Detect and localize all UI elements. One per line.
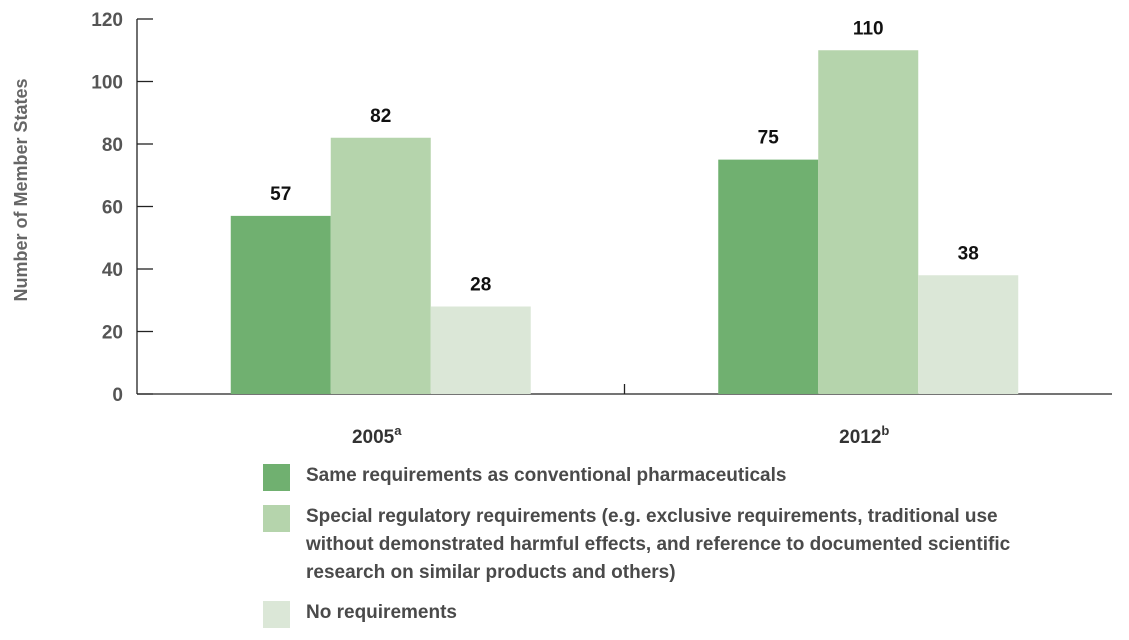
bar bbox=[330, 137, 431, 394]
y-tick-label: 60 bbox=[102, 198, 123, 219]
legend-swatch bbox=[263, 464, 290, 491]
bar bbox=[918, 275, 1019, 394]
legend-swatch bbox=[263, 601, 290, 628]
legend-item: Same requirements as conventional pharma… bbox=[263, 462, 1083, 491]
legend-label: Same requirements as conventional pharma… bbox=[306, 465, 787, 486]
y-axis-label: Number of Member States bbox=[11, 78, 31, 301]
x-tick-label: 2005a bbox=[352, 423, 402, 448]
x-tick-label-superscript: a bbox=[394, 423, 402, 438]
bar bbox=[818, 50, 919, 394]
value-labels: 57 82 28 75 110 38 bbox=[270, 18, 979, 295]
legend-swatch bbox=[263, 505, 290, 532]
x-tick-label-text: 2005 bbox=[352, 427, 395, 448]
y-tick-label: 80 bbox=[102, 135, 123, 156]
data-label: 82 bbox=[370, 106, 391, 127]
legend-item: No requirements bbox=[263, 599, 1083, 628]
bar bbox=[230, 215, 331, 394]
data-label: 38 bbox=[958, 243, 979, 264]
y-axis: 0 20 40 60 80 100 120 bbox=[91, 10, 153, 406]
data-label: 28 bbox=[470, 275, 491, 296]
bar bbox=[430, 306, 531, 394]
bar bbox=[718, 159, 819, 394]
x-axis: 2005a 2012b bbox=[137, 384, 1112, 448]
legend-label: Special regulatory requirements (e.g. ex… bbox=[306, 506, 1011, 583]
data-label: 110 bbox=[853, 18, 884, 39]
x-tick-label-text: 2012 bbox=[839, 427, 881, 448]
legend: Same requirements as conventional pharma… bbox=[263, 462, 1083, 640]
x-tick-label: 2012b bbox=[839, 423, 889, 448]
y-tick-label: 40 bbox=[102, 260, 123, 281]
legend-label: No requirements bbox=[306, 602, 457, 623]
legend-item: Special regulatory requirements (e.g. ex… bbox=[263, 503, 1083, 587]
x-tick-label-superscript: b bbox=[881, 423, 889, 438]
data-label: 75 bbox=[758, 128, 780, 149]
y-tick-label: 120 bbox=[91, 10, 123, 31]
bars bbox=[230, 50, 1019, 394]
data-label: 57 bbox=[270, 184, 291, 205]
y-tick-label: 0 bbox=[112, 385, 123, 406]
y-tick-label: 100 bbox=[91, 73, 123, 94]
y-tick-label: 20 bbox=[102, 323, 123, 344]
